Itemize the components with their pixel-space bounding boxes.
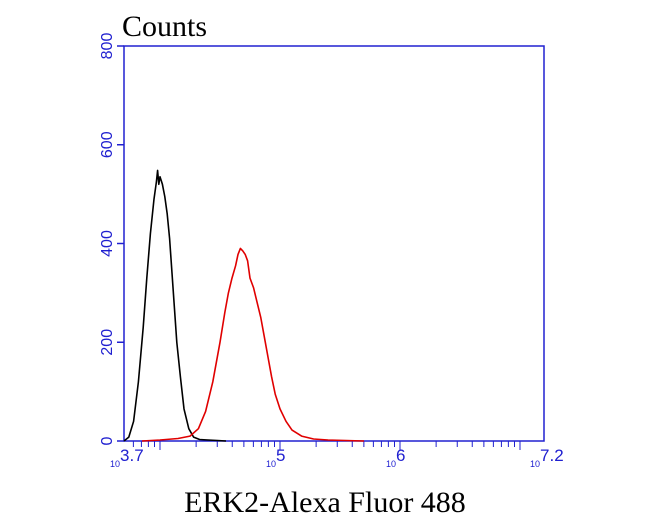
x-axis-label: ERK2-Alexa Fluor 488 [184,486,466,519]
y-tick-label: 0 [99,436,116,445]
y-tick-label: 200 [99,329,116,356]
y-tick-labels: 0 200 400 600 800 [99,33,116,446]
control-histogram-line [123,169,227,442]
y-tick-label: 400 [99,230,116,257]
x-tick-label: 103.7 [110,446,144,469]
axis-ticks [117,45,521,450]
y-tick-label: 600 [99,131,116,158]
y-axis-label: Counts [122,10,207,43]
plot-frame [123,45,545,442]
x-tick-label: 107.2 [530,446,564,469]
x-tick-labels: 103.7 105 106 107.2 [110,446,564,469]
histogram-curves [123,169,365,442]
x-tick-label: 105 [266,446,285,469]
sample-histogram-line [141,247,365,442]
y-tick-label: 800 [99,33,116,60]
x-tick-label: 106 [386,446,405,469]
